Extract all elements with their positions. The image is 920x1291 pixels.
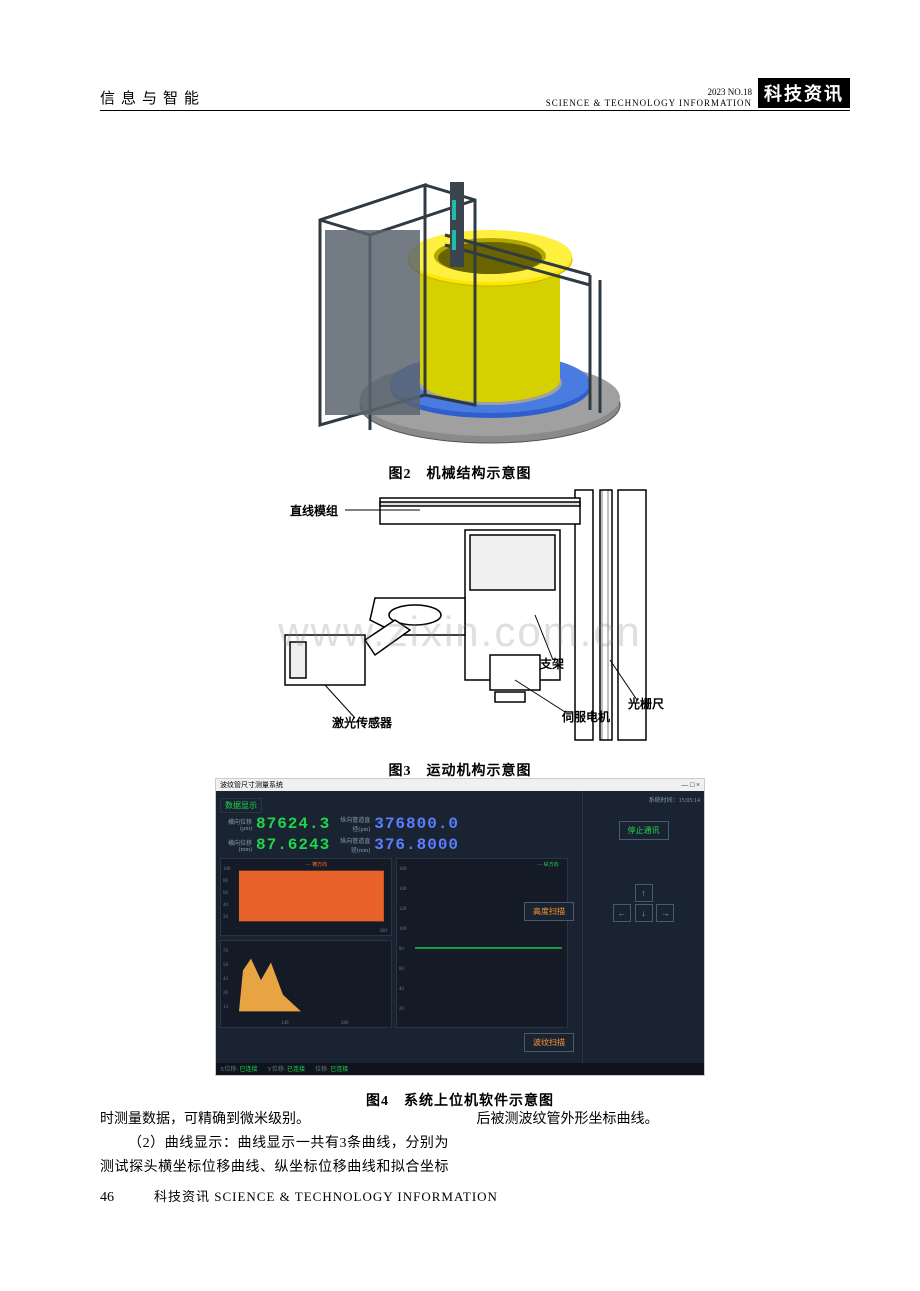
chart-horizontal: — 横方向 100 80 60 40 20 300 — [220, 858, 392, 936]
chart-vertical: — 纵方向 160 140 120 100 80 60 40 20 — [396, 858, 568, 1028]
r3-label: 横向位移(mm) — [220, 838, 252, 853]
down-icon[interactable]: ↓ — [635, 904, 653, 922]
fig4-caption: 图4 系统上位机软件示意图 — [0, 1090, 920, 1110]
readout-row-1: 横向位移(μm) 87624.3 纵向管道直径(μm) 376800.0 — [220, 815, 578, 833]
fig3-label-bracket: 支架 — [540, 655, 564, 672]
figure-3: 直线模组 激光传感器 伺服电机 支架 光栅尺 — [240, 480, 680, 750]
right-icon[interactable]: → — [656, 904, 674, 922]
chart1-legend: — 横方向 — [306, 861, 327, 868]
r4-label: 纵向管道直径(mm) — [338, 836, 370, 854]
fig3-label-sensor: 激光传感器 — [332, 714, 392, 731]
issue-number: 2023 NO.18 — [546, 87, 752, 98]
fig3-caption: 图3 运动机构示意图 — [0, 760, 920, 780]
fig3-label-linear-module: 直线模组 — [290, 502, 338, 519]
stop-comm-button[interactable]: 停止通讯 — [619, 821, 669, 840]
height-scan-button[interactable]: 高度扫描 — [524, 902, 574, 921]
r1-label: 横向位移(μm) — [220, 817, 252, 832]
figure-4-software: 波纹管尺寸测量系统 — □ × 数据显示 横向位移(μm) 87624.3 纵向… — [215, 778, 705, 1076]
up-icon[interactable]: ↑ — [635, 884, 653, 902]
fig3-svg — [240, 480, 680, 750]
chart3-legend: — 纵方向 — [537, 861, 558, 868]
software-titlebar: 波纹管尺寸测量系统 — □ × — [216, 779, 704, 791]
fig2-svg — [300, 130, 630, 450]
header-right: 2023 NO.18 SCIENCE & TECHNOLOGY INFORMAT… — [546, 78, 850, 108]
panel-title: 数据显示 — [220, 798, 262, 813]
page-header: 信息与智能 2023 NO.18 SCIENCE & TECHNOLOGY IN… — [100, 78, 850, 111]
journal-en: SCIENCE & TECHNOLOGY INFORMATION — [546, 98, 752, 108]
body-p1: 时测量数据，可精确到微米级别。 — [100, 1108, 449, 1132]
fig3-label-servo: 伺服电机 — [562, 708, 610, 725]
r1-value: 87624.3 — [256, 815, 330, 833]
chart-profile: 70 56 42 28 14 140 280 — [220, 940, 392, 1028]
wave-scan-button[interactable]: 波纹扫描 — [524, 1033, 574, 1052]
timestamp: 系统时间：15:05:14 — [587, 795, 700, 804]
r2-label: 纵向管道直径(μm) — [338, 815, 370, 833]
left-icon[interactable]: ← — [613, 904, 631, 922]
figure-2 — [300, 130, 630, 450]
page-number: 46 — [100, 1190, 114, 1206]
r3-value: 87.6243 — [256, 836, 330, 854]
fig3-label-grating: 光栅尺 — [628, 695, 664, 712]
software-sidebar: 系统时间：15:05:14 停止通讯 ↑ ← ↓ → 高度扫描 波纹扫描 — [582, 791, 704, 1063]
readout-row-2: 横向位移(mm) 87.6243 纵向管道直径(mm) 376.8000 — [220, 836, 578, 854]
software-title: 波纹管尺寸测量系统 — [220, 780, 283, 790]
journal-cn-tag: 科技资讯 — [758, 78, 850, 108]
issue-info: 2023 NO.18 SCIENCE & TECHNOLOGY INFORMAT… — [546, 87, 752, 108]
r4-value: 376.8000 — [374, 836, 459, 854]
section-title: 信息与智能 — [100, 87, 205, 108]
page-footer: 46 科技资讯 SCIENCE & TECHNOLOGY INFORMATION — [100, 1186, 498, 1206]
window-controls: — □ × — [681, 781, 700, 789]
r2-value: 376800.0 — [374, 815, 459, 833]
body-text: 时测量数据，可精确到微米级别。 （2）曲线显示：曲线显示一共有3条曲线，分别为测… — [100, 1108, 825, 1179]
status-bar: X位移: 已连接 Y位移: 已连接 位移: 已连接 — [216, 1063, 704, 1075]
footer-journal: 科技资讯 SCIENCE & TECHNOLOGY INFORMATION — [154, 1186, 498, 1205]
